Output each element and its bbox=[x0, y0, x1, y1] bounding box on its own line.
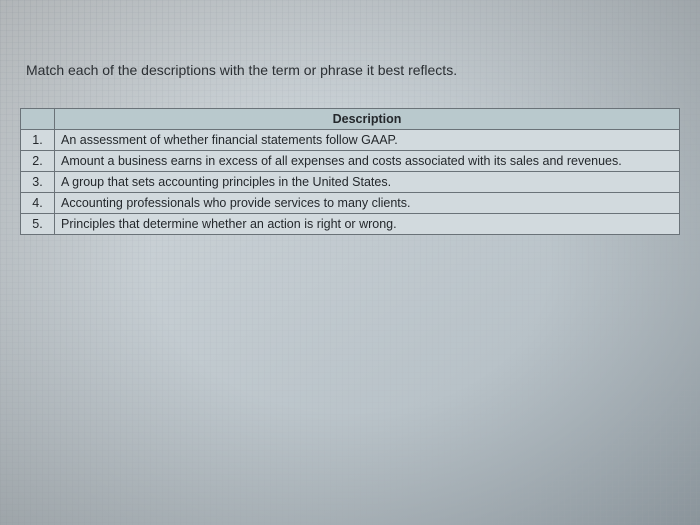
row-description: A group that sets accounting principles … bbox=[55, 172, 680, 193]
worksheet-content: Match each of the descriptions with the … bbox=[0, 0, 700, 235]
header-description-cell: Description bbox=[55, 109, 680, 130]
description-table: Description 1. An assessment of whether … bbox=[20, 108, 680, 235]
row-description: Accounting professionals who provide ser… bbox=[55, 193, 680, 214]
table-row: 5. Principles that determine whether an … bbox=[21, 214, 680, 235]
row-description: Amount a business earns in excess of all… bbox=[55, 151, 680, 172]
row-number: 4. bbox=[21, 193, 55, 214]
row-number: 5. bbox=[21, 214, 55, 235]
table-row: 2. Amount a business earns in excess of … bbox=[21, 151, 680, 172]
instruction-text: Match each of the descriptions with the … bbox=[26, 62, 680, 78]
table-row: 1. An assessment of whether financial st… bbox=[21, 130, 680, 151]
header-number-cell bbox=[21, 109, 55, 130]
row-description: An assessment of whether financial state… bbox=[55, 130, 680, 151]
table-row: 4. Accounting professionals who provide … bbox=[21, 193, 680, 214]
table-row: 3. A group that sets accounting principl… bbox=[21, 172, 680, 193]
row-number: 3. bbox=[21, 172, 55, 193]
row-number: 1. bbox=[21, 130, 55, 151]
row-description: Principles that determine whether an act… bbox=[55, 214, 680, 235]
row-number: 2. bbox=[21, 151, 55, 172]
table-header-row: Description bbox=[21, 109, 680, 130]
